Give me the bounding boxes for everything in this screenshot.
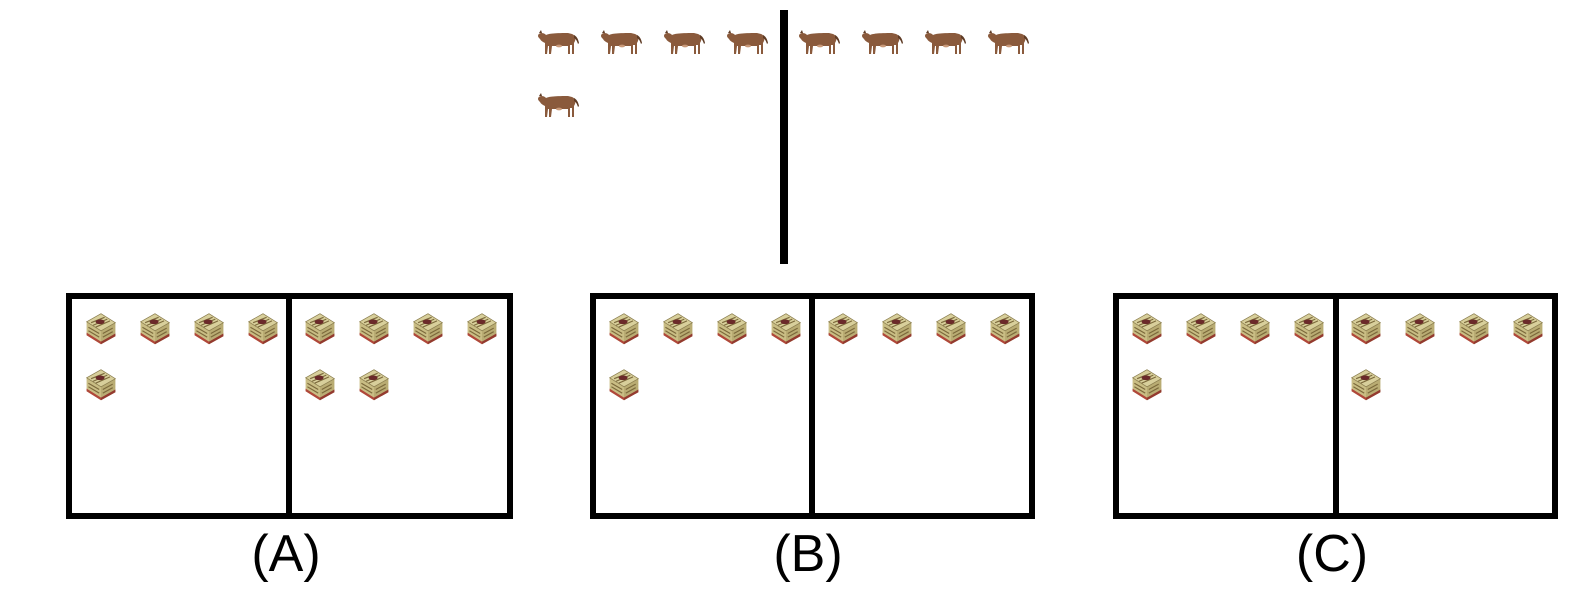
- box-icon: [85, 313, 117, 345]
- box-icon: [770, 313, 802, 345]
- box-icon: [304, 313, 336, 345]
- box-icon: [1185, 313, 1217, 345]
- box-icon: [608, 369, 640, 401]
- cow-icon: [538, 30, 579, 54]
- box-icon: [247, 313, 279, 345]
- box-icon: [358, 313, 390, 345]
- box-icon: [1131, 369, 1163, 401]
- box-icon: [1350, 369, 1382, 401]
- box-icon: [1404, 313, 1436, 345]
- box-icon: [1239, 313, 1271, 345]
- cow-icon: [538, 93, 579, 117]
- box-icon: [1350, 313, 1382, 345]
- cow-icon: [925, 30, 966, 54]
- option-c-panel: [1113, 293, 1558, 519]
- box-icon: [1512, 313, 1544, 345]
- box-icon: [304, 369, 336, 401]
- box-icon: [193, 313, 225, 345]
- box-icon: [608, 313, 640, 345]
- box-icon: [1458, 313, 1490, 345]
- box-icon: [1293, 313, 1325, 345]
- option-b-label[interactable]: (B): [773, 525, 843, 583]
- cow-icon: [799, 30, 840, 54]
- box-icon: [827, 313, 859, 345]
- box-icon: [662, 313, 694, 345]
- box-icon: [881, 313, 913, 345]
- box-icon: [1131, 313, 1163, 345]
- option-a-panel: [66, 293, 513, 519]
- box-icon: [139, 313, 171, 345]
- reference-panel: [538, 10, 1029, 264]
- cow-icon: [664, 30, 705, 54]
- box-icon: [989, 313, 1021, 345]
- box-icon: [358, 369, 390, 401]
- option-b-panel: [590, 293, 1035, 519]
- cow-icon: [601, 30, 642, 54]
- box-icon: [935, 313, 967, 345]
- option-c-label[interactable]: (C): [1295, 525, 1369, 583]
- box-icon: [412, 313, 444, 345]
- cow-icon: [862, 30, 903, 54]
- box-icon: [466, 313, 498, 345]
- option-a-label[interactable]: (A): [251, 525, 321, 583]
- box-icon: [85, 369, 117, 401]
- box-icon: [716, 313, 748, 345]
- cow-icon: [988, 30, 1029, 54]
- cow-icon: [727, 30, 768, 54]
